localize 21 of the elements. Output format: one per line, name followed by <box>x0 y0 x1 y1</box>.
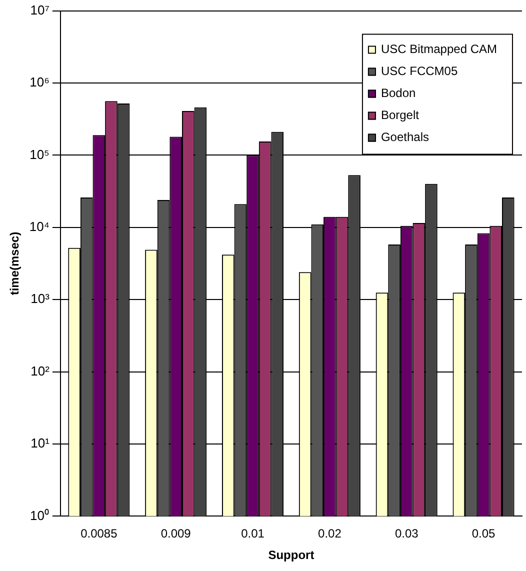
x-tick-label: 0.0085 <box>80 526 118 541</box>
legend-label: USC Bitmapped CAM <box>380 42 498 56</box>
legend-label: Goethals <box>380 130 429 144</box>
y-tick-label: 10² <box>30 363 50 378</box>
x-tick-label: 0.03 <box>394 526 419 541</box>
y-tick-label: 10³ <box>30 291 50 306</box>
legend-label: USC FCCM05 <box>380 64 458 78</box>
y-tick-label: 10¹ <box>30 436 50 451</box>
y-axis-title: time(msec) <box>8 232 22 296</box>
y-tick-label: 10⁶ <box>30 74 50 90</box>
x-axis-title: Support <box>268 548 314 562</box>
legend-label: Borgelt <box>380 108 420 122</box>
x-tick-label: 0.05 <box>472 526 496 541</box>
x-tick-label: 0.01 <box>241 526 265 541</box>
y-tick-label: 10⁵ <box>30 146 50 162</box>
x-tick-label: 0.009 <box>160 526 192 541</box>
y-tick-label: 10⁰ <box>30 508 50 523</box>
x-tick-label: 0.02 <box>318 526 342 541</box>
legend-label: Bodon <box>380 86 416 100</box>
y-tick-label: 10⁴ <box>29 218 50 234</box>
y-tick-label: 10⁷ <box>30 2 50 18</box>
